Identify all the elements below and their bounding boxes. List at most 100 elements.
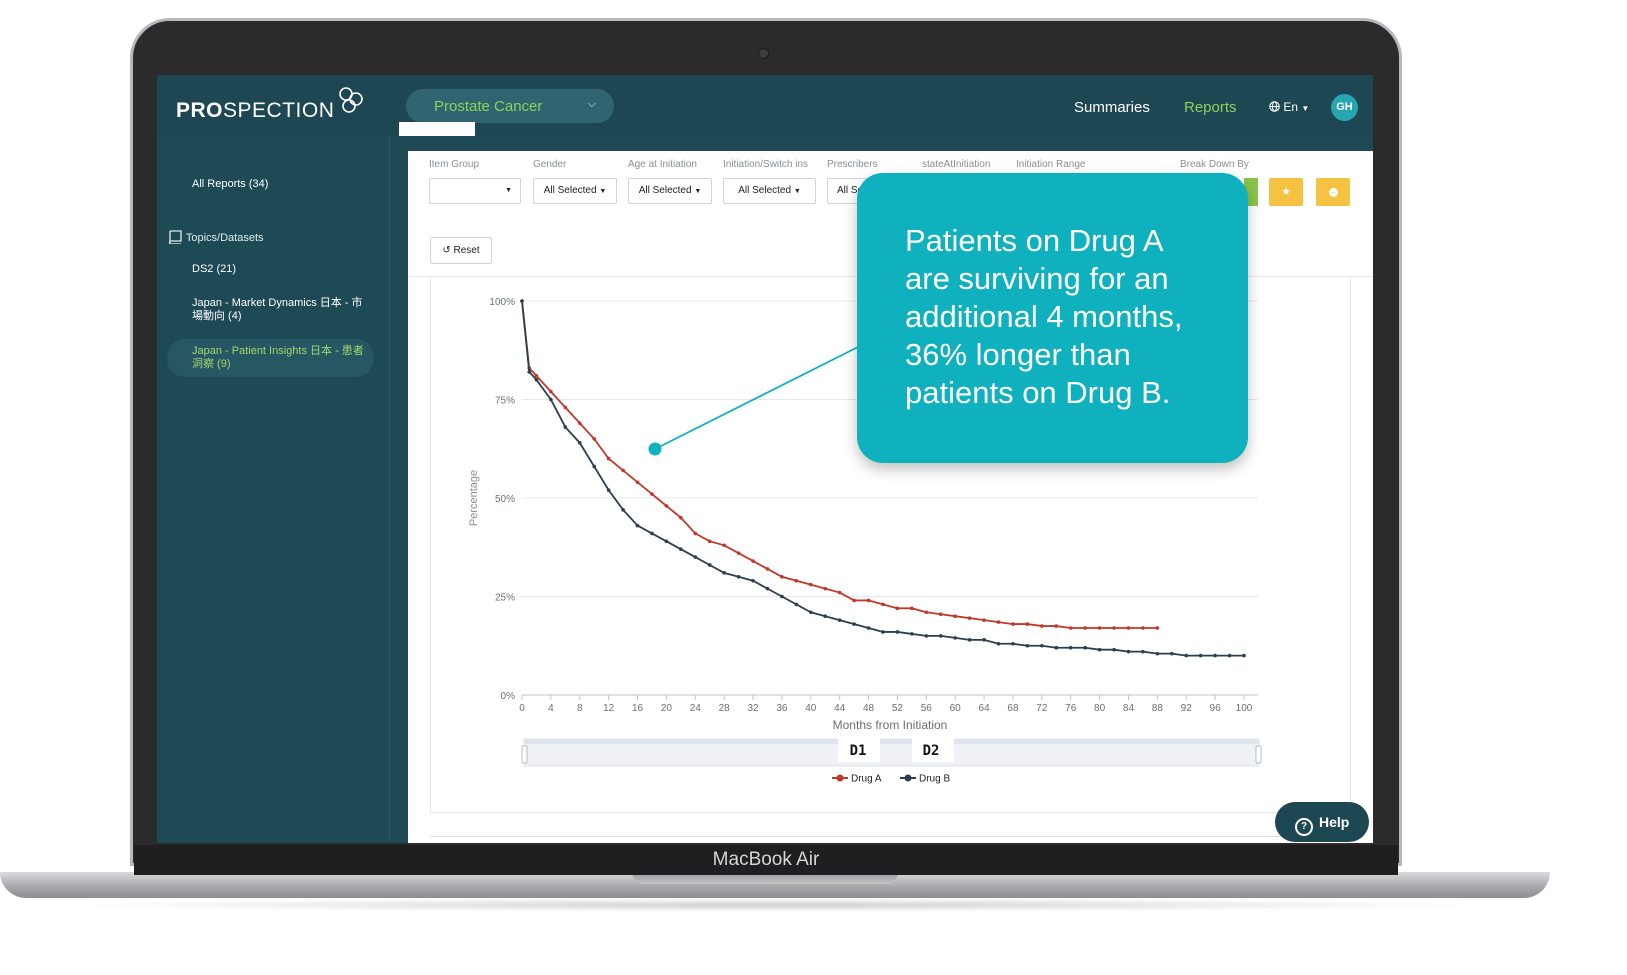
legend-item[interactable]: Drug B: [919, 774, 950, 785]
data-point: [693, 555, 698, 559]
sidebar-item-japan-market[interactable]: Japan - Market Dynamics 日本 - 市 場動向 (4): [192, 297, 363, 323]
help-button[interactable]: ? Help: [1275, 802, 1369, 842]
caret-down-icon: ▼: [1301, 104, 1310, 113]
data-point: [1040, 643, 1044, 648]
data-point: [621, 508, 625, 512]
x-tick-label: 60: [950, 703, 962, 714]
language-label: En: [1283, 100, 1299, 114]
switch-value: All Selected: [738, 185, 792, 196]
data-point: [635, 480, 640, 485]
language-selector[interactable]: En ▼: [1269, 100, 1309, 114]
data-point: [881, 630, 885, 634]
x-tick-label: 4: [548, 703, 554, 714]
y-axis-label: Percentage: [468, 470, 480, 526]
x-tick-label: 92: [1181, 703, 1193, 714]
sidebar-all-reports[interactable]: All Reports (34): [192, 178, 269, 190]
gender-select[interactable]: All Selected ▼: [533, 178, 617, 204]
data-point: [751, 559, 755, 563]
caret-down-icon: ▼: [793, 188, 801, 195]
data-point: [534, 374, 539, 378]
data-point: [1011, 641, 1015, 646]
project-dropdown[interactable]: Prostate Cancer ⌵: [406, 89, 614, 123]
legend-item[interactable]: Drug A: [851, 774, 882, 785]
nav-reports[interactable]: Reports: [1184, 99, 1237, 116]
data-point: [635, 523, 640, 528]
logo-rings-icon: [339, 87, 363, 113]
data-point: [953, 636, 957, 640]
help-label: Help: [1319, 814, 1350, 830]
data-point: [780, 594, 784, 599]
remove-button[interactable]: –: [1316, 178, 1350, 206]
data-point: [1126, 626, 1131, 630]
logo-bold: PRO: [176, 99, 224, 122]
laptop-notch: [632, 872, 898, 884]
user-avatar[interactable]: GH: [1331, 94, 1358, 121]
age-select[interactable]: All Selected ▼: [628, 178, 712, 204]
caret-down-icon: ▼: [505, 187, 512, 194]
logo-rest: SPECTION: [223, 99, 335, 122]
data-point: [736, 551, 741, 555]
x-tick-label: 64: [979, 703, 991, 714]
laptop-chin: MacBook Air: [134, 845, 1398, 875]
data-point: [563, 425, 568, 429]
data-point: [1227, 653, 1232, 658]
data-point: [996, 641, 1001, 646]
data-point: [1213, 653, 1217, 658]
x-tick-label: 40: [805, 703, 817, 714]
item-group-select[interactable]: ▼: [429, 178, 521, 204]
data-point: [823, 586, 828, 591]
x-tick-label: 56: [921, 703, 933, 714]
x-tick-label: 44: [834, 703, 846, 714]
reset-button[interactable]: ↺ Reset: [430, 237, 492, 264]
favorite-button[interactable]: ★: [1269, 178, 1303, 206]
data-point: [837, 618, 842, 622]
switch-select[interactable]: All Selected ▼: [723, 178, 816, 204]
y-tick-label: 0%: [501, 691, 516, 702]
data-point: [527, 370, 532, 374]
data-point: [1054, 624, 1059, 628]
y-tick-label: 100%: [489, 297, 515, 308]
data-point: [679, 515, 683, 520]
data-point: [938, 612, 943, 617]
data-point: [765, 586, 770, 591]
data-point: [809, 610, 813, 615]
sidebar-item-label: Japan - Patient Insights 日本 - 患者: [192, 345, 364, 357]
data-point: [823, 614, 828, 618]
project-name: Prostate Cancer: [434, 98, 543, 115]
filter-label-age: Age at Initiation: [628, 159, 697, 170]
top-navbar: PROSPECTION Prostate Cancer ⌵ Summaries …: [157, 75, 1373, 137]
nav-summaries[interactable]: Summaries: [1074, 99, 1150, 116]
data-point: [967, 616, 972, 620]
star-icon: ★: [1281, 186, 1291, 198]
minus-circle-icon: –: [1328, 187, 1338, 197]
data-point: [1083, 626, 1087, 630]
data-point: [1170, 651, 1174, 656]
filter-label-state: stateAtInitiation: [922, 159, 991, 170]
data-point: [866, 626, 871, 630]
caret-down-icon: ▼: [599, 188, 607, 195]
callout-line: are surviving for an: [905, 261, 1169, 296]
data-point: [852, 622, 856, 626]
x-tick-label: 52: [892, 703, 904, 714]
data-point: [1112, 647, 1116, 652]
callout-line: patients on Drug B.: [905, 375, 1171, 410]
chevron-down-icon: ⌵: [587, 98, 596, 110]
sidebar-item-ds2[interactable]: DS2 (21): [192, 263, 236, 276]
data-point: [549, 389, 553, 394]
data-point: [751, 578, 755, 583]
chart-legend: Drug A Drug B: [832, 774, 950, 785]
navigator-handle-left[interactable]: [521, 745, 528, 764]
data-point: [982, 618, 986, 622]
x-tick-label: 84: [1123, 703, 1135, 714]
data-point: [520, 299, 524, 303]
reset-label: Reset: [453, 245, 480, 256]
device-label: MacBook Air: [712, 849, 820, 870]
data-point: [1068, 645, 1073, 650]
sidebar-item-label: DS2 (21): [192, 263, 237, 275]
sidebar-item-japan-patient[interactable]: Japan - Patient Insights 日本 - 患者 洞察 (9): [192, 345, 364, 371]
app-logo[interactable]: PROSPECTION: [176, 99, 334, 123]
age-value: All Selected: [638, 185, 692, 196]
range-label-d1: D1: [850, 743, 867, 759]
data-point: [1097, 647, 1102, 652]
navigator-handle-right[interactable]: [1255, 745, 1262, 764]
